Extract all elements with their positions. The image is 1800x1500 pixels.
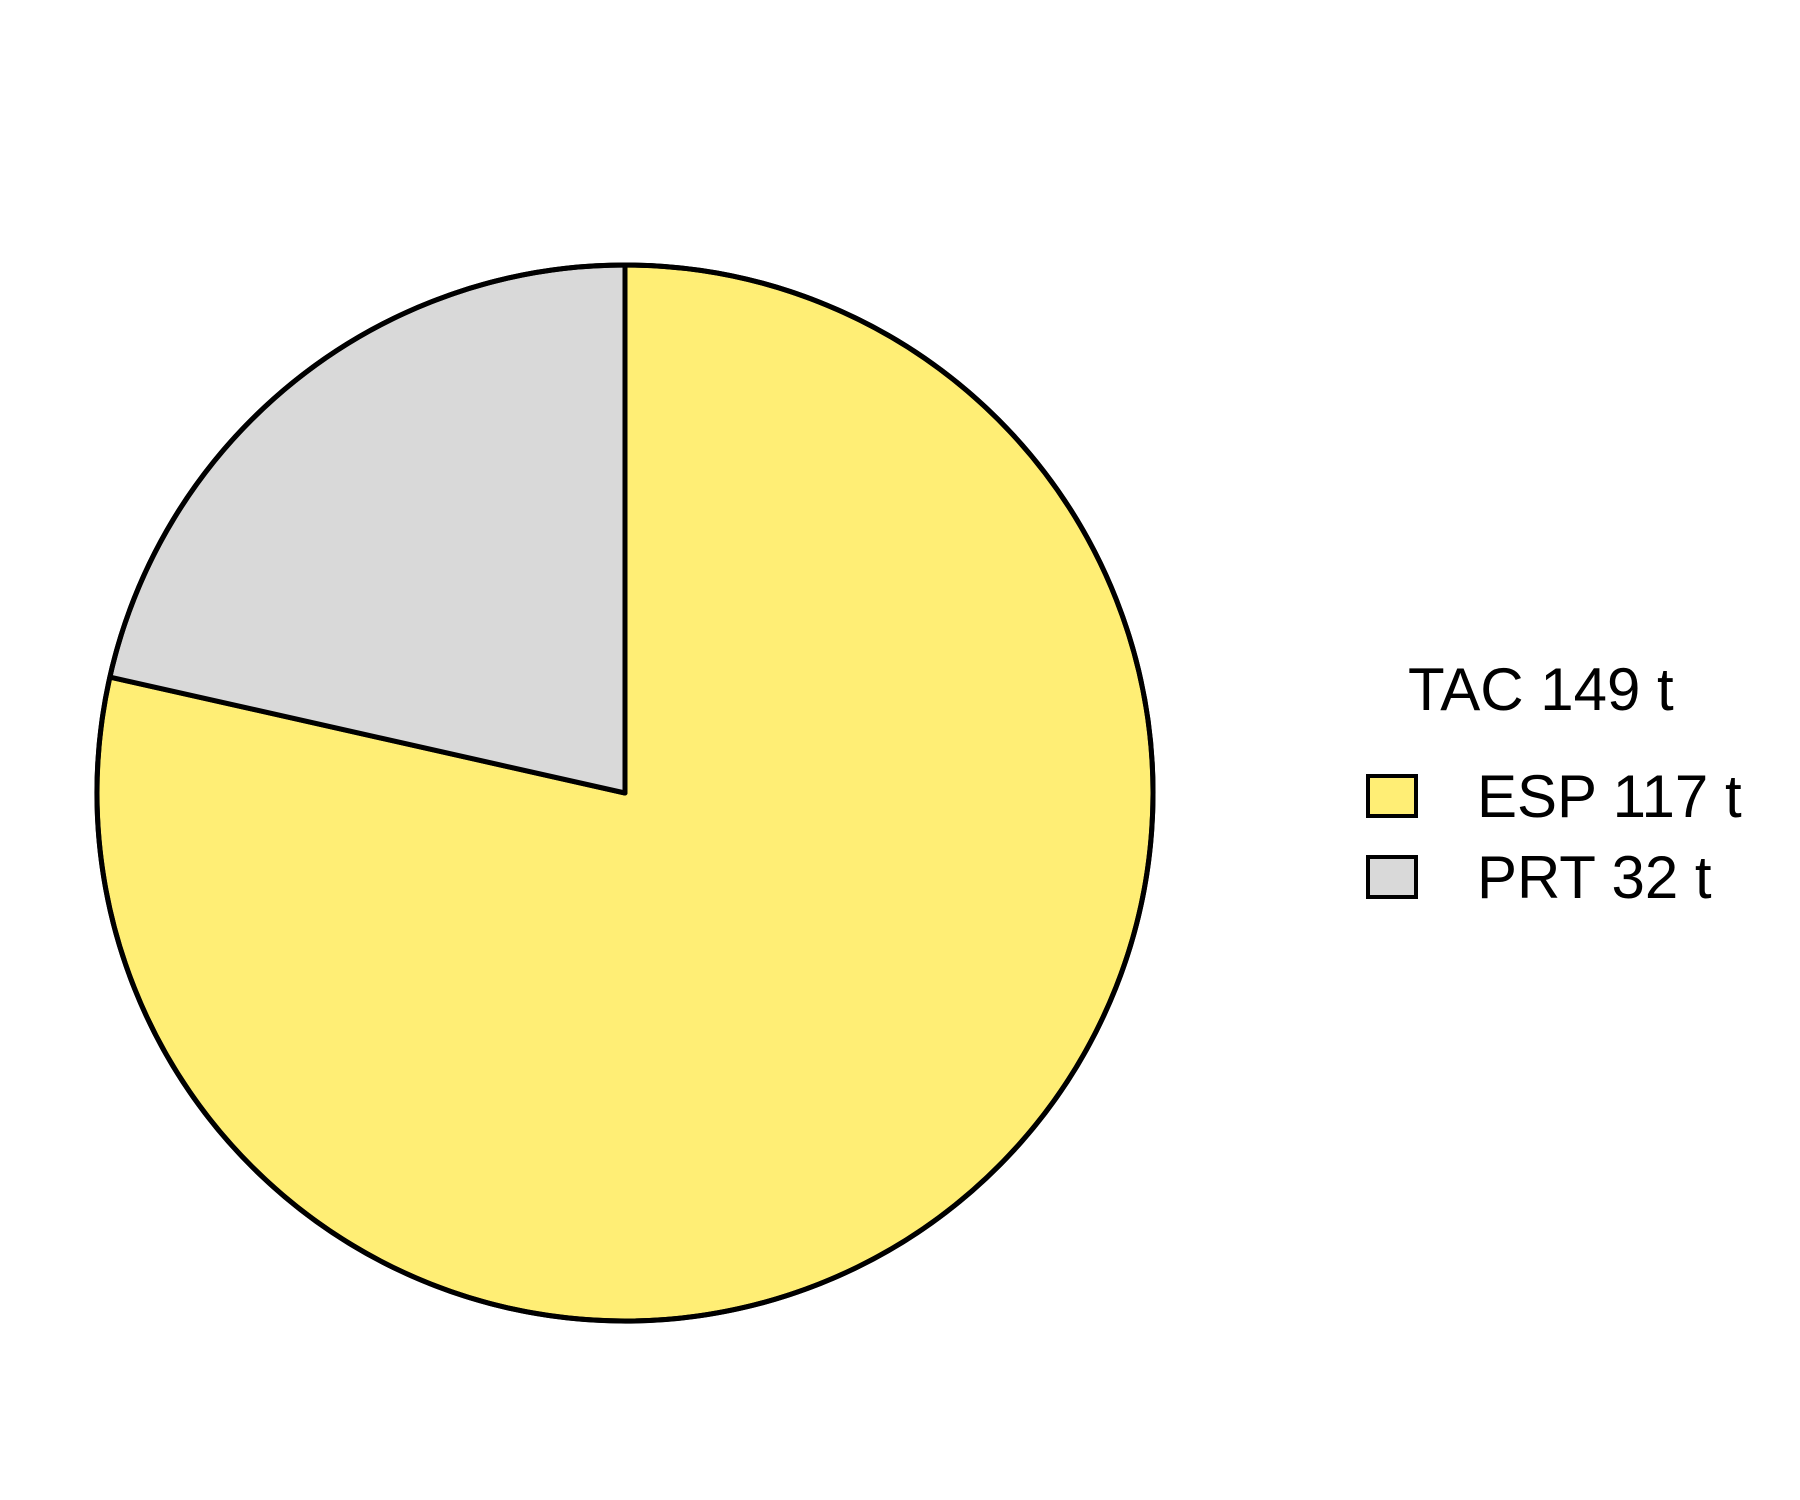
legend-label-esp: ESP 117 t xyxy=(1477,763,1742,830)
legend-items: ESP 117 t PRT 32 t xyxy=(1366,763,1742,911)
legend-label-prt: PRT 32 t xyxy=(1477,844,1712,911)
pie-slices xyxy=(94,262,1156,1324)
legend-title: TAC 149 t xyxy=(1408,656,1674,723)
legend-key-esp xyxy=(1366,774,1418,818)
legend-key-prt xyxy=(1366,855,1418,899)
pie-outline xyxy=(94,262,1156,1324)
legend: TAC 149 t ESP 117 t PRT 32 t xyxy=(1366,656,1742,911)
